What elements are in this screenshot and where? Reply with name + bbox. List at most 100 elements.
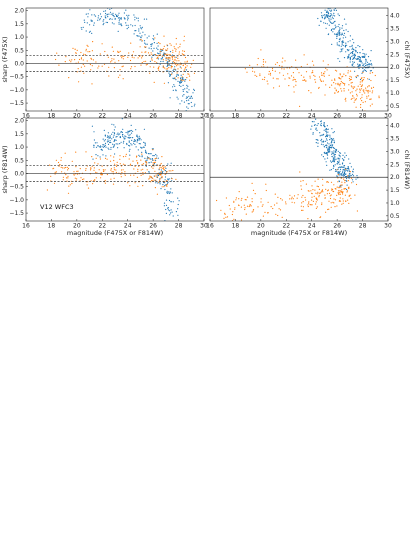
data-point-orange	[340, 83, 342, 85]
data-point-orange	[104, 50, 106, 53]
data-point-blue	[102, 20, 104, 22]
data-point-orange	[113, 67, 115, 69]
data-point-blue	[313, 124, 316, 126]
data-point-blue	[333, 150, 335, 152]
data-point-blue	[348, 158, 350, 160]
data-point-orange	[67, 167, 70, 170]
data-point-orange	[265, 183, 267, 185]
data-point-blue	[90, 20, 92, 22]
data-point-blue	[118, 22, 120, 24]
data-point-orange	[318, 194, 320, 196]
data-point-blue	[341, 25, 344, 27]
data-point-blue	[148, 157, 150, 159]
data-point-orange	[122, 169, 124, 171]
data-point-orange	[82, 63, 84, 66]
data-point-blue	[311, 125, 313, 127]
data-point-orange	[324, 197, 326, 199]
x-tick-label: 16	[22, 113, 30, 120]
data-point-orange	[235, 199, 237, 201]
data-point-orange	[339, 83, 341, 85]
data-point-blue	[333, 139, 335, 141]
data-point-orange	[146, 63, 148, 65]
data-point-orange	[281, 216, 283, 218]
data-point-blue	[169, 97, 171, 99]
data-point-blue	[367, 56, 370, 58]
data-point-blue	[331, 145, 333, 147]
data-point-orange	[145, 64, 147, 66]
data-point-orange	[158, 181, 160, 183]
data-point-blue	[167, 61, 169, 63]
data-point-blue	[352, 58, 354, 60]
data-point-blue	[326, 16, 328, 18]
data-point-blue	[148, 171, 150, 173]
data-point-orange	[347, 175, 349, 177]
data-point-orange	[297, 194, 299, 196]
data-point-orange	[113, 177, 115, 179]
data-point-blue	[117, 132, 119, 134]
data-point-blue	[144, 144, 146, 147]
data-point-blue	[323, 123, 325, 125]
data-point-orange	[293, 202, 296, 204]
data-point-blue	[168, 199, 171, 202]
data-point-blue	[188, 89, 190, 91]
data-point-blue	[165, 204, 168, 206]
data-point-orange	[351, 182, 353, 184]
data-point-blue	[184, 88, 186, 90]
data-point-blue	[135, 140, 137, 142]
data-point-blue	[348, 173, 351, 175]
data-point-orange	[175, 178, 177, 180]
data-point-orange	[342, 191, 344, 193]
data-point-blue	[352, 63, 354, 65]
data-point-orange	[261, 78, 264, 80]
data-point-orange	[369, 90, 371, 92]
data-point-orange	[159, 54, 161, 56]
data-point-blue	[177, 80, 179, 82]
data-point-blue	[139, 32, 141, 34]
data-point-orange	[65, 166, 67, 169]
data-point-orange	[141, 163, 143, 166]
data-point-blue	[330, 18, 332, 20]
data-point-blue	[312, 132, 314, 134]
data-point-blue	[342, 162, 344, 164]
y-tick-label: 1.5	[390, 77, 400, 84]
data-point-blue	[352, 38, 354, 41]
data-point-orange	[56, 52, 58, 54]
data-point-blue	[125, 9, 127, 11]
data-point-blue	[182, 78, 184, 80]
data-point-blue	[113, 145, 115, 147]
data-point-blue	[182, 90, 184, 92]
data-point-blue	[137, 20, 139, 22]
data-point-blue	[338, 45, 340, 47]
data-point-orange	[342, 198, 344, 200]
data-point-orange	[86, 44, 88, 47]
data-point-blue	[100, 16, 102, 18]
data-point-orange	[177, 68, 179, 70]
data-point-blue	[346, 49, 348, 51]
data-point-blue	[137, 17, 139, 19]
data-point-blue	[166, 65, 168, 68]
data-point-blue	[114, 5, 115, 6]
data-point-orange	[180, 63, 182, 66]
data-point-blue	[341, 49, 343, 51]
data-point-orange	[175, 43, 177, 45]
data-point-blue	[116, 133, 118, 135]
data-point-blue	[152, 159, 154, 161]
data-point-blue	[341, 174, 343, 176]
data-point-blue	[109, 141, 111, 144]
data-point-orange	[238, 198, 240, 200]
y-tick-label: 2.0	[14, 8, 24, 15]
data-point-orange	[278, 65, 281, 67]
data-point-blue	[337, 158, 339, 160]
data-point-orange	[302, 201, 304, 203]
data-point-blue	[343, 175, 345, 177]
data-point-orange	[361, 94, 363, 96]
data-point-blue	[347, 41, 349, 43]
data-point-blue	[99, 145, 102, 147]
data-point-blue	[336, 44, 338, 46]
data-point-blue	[142, 31, 144, 33]
data-point-orange	[168, 60, 170, 62]
data-point-blue	[324, 144, 326, 146]
data-point-blue	[161, 172, 163, 174]
data-point-orange	[183, 40, 185, 42]
data-point-blue	[339, 163, 341, 165]
